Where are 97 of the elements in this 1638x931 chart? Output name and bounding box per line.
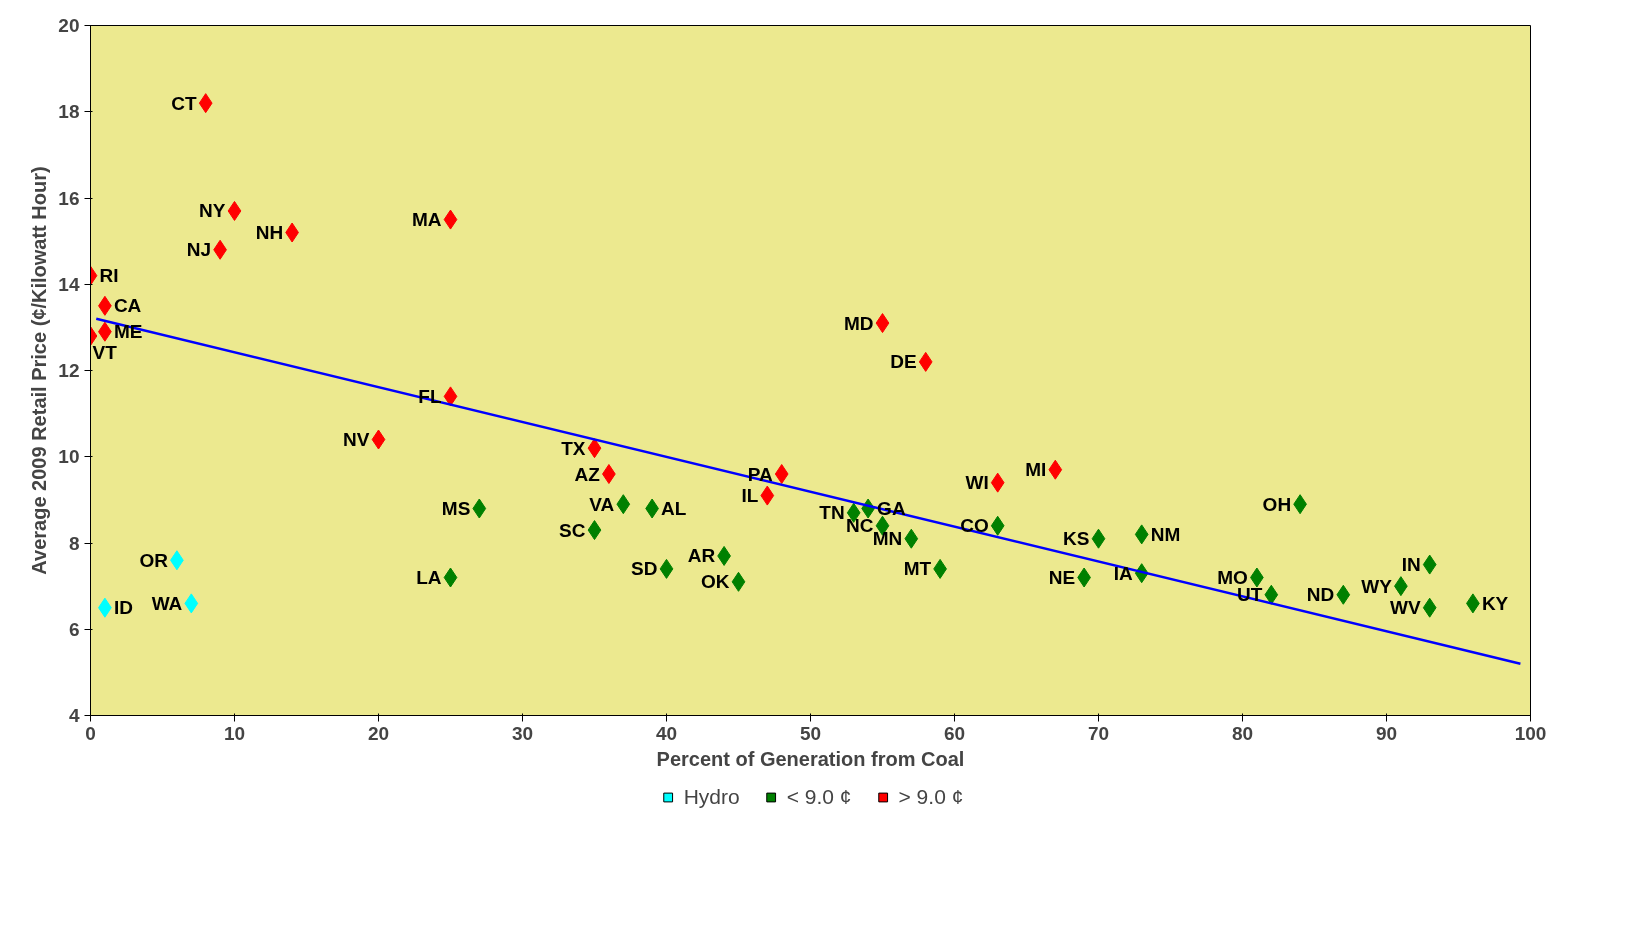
annotation: WI [965,472,989,494]
annotation: RI [99,265,119,287]
point [760,485,775,506]
annotation: VA [589,493,615,515]
y-tick-label: 10 [58,446,80,468]
point [1422,554,1437,575]
annotation: MA [411,209,442,231]
y-tick-label: 8 [68,532,80,554]
annotation: CA [113,295,142,317]
annotation: IL [741,485,759,507]
x-axis-title: Percent of Generation from Coal [656,747,965,770]
point [587,438,602,459]
annotation: VT [92,341,118,363]
point [1134,524,1149,545]
annotation: AR [687,545,716,567]
y-tick-label: 18 [58,101,80,123]
annotation: CO [960,515,989,537]
point [184,593,199,614]
point [918,351,933,372]
x-tick-label: 50 [799,722,822,744]
y-tick-label: 4 [68,705,80,726]
y-tick-label: 14 [58,273,80,295]
annotation: WA [151,592,183,614]
annotation: MI [1025,459,1047,481]
annotation: NM [1150,523,1181,545]
annotation: DE [890,351,917,373]
annotation: OK [701,571,730,593]
legend-label: < 9.0 ¢ [786,785,852,809]
annotation: MD [843,312,874,334]
x-tick-label: 70 [1087,722,1110,744]
x-tick-label: 0 [85,722,96,744]
annotation: KS [1063,528,1090,550]
annotation: ND [1306,584,1335,606]
point [1091,528,1106,549]
annotation: AZ [574,463,601,485]
annotation: MS [441,498,471,519]
x-tick-label: 10 [223,722,246,744]
annotation: NV [343,429,370,450]
point [990,515,1005,536]
x-tick-label: 40 [655,722,678,744]
annotation: WY [1361,575,1393,597]
point [1422,597,1437,618]
annotation: MO [1217,567,1248,588]
point [371,429,386,450]
annotation: MN [872,528,903,550]
point [443,209,458,230]
point [472,498,487,519]
point [990,472,1005,493]
y-tick-label: 12 [58,360,80,381]
point [731,571,746,592]
annotation: WV [1390,597,1422,619]
annotation: OH [1262,493,1292,515]
annotation: IN [1401,554,1421,576]
point [1336,584,1351,605]
annotation: AL [661,498,687,519]
point [616,494,631,515]
y-tick-label: 16 [58,187,80,209]
point [198,93,213,114]
annotation: KY [1481,592,1509,614]
point [227,200,242,221]
x-tick-label: 80 [1231,722,1254,744]
annotation: SD [631,558,658,580]
legend-label: Hydro [683,785,740,809]
annotation: NH [255,222,284,243]
annotation: SC [559,519,586,541]
x-tick-label: 20 [367,722,390,744]
annotation: TN [819,502,845,524]
point [587,520,602,541]
point [1264,584,1279,605]
y-axis-title: Average 2009 Retail Price (¢/Kilowatt Hour) [28,166,51,575]
x-tick-label: 60 [943,722,966,744]
point [443,386,458,407]
annotation: CT [171,92,198,114]
annotation: ID [113,597,133,619]
y-tick-label: 20 [58,15,80,36]
point [443,567,458,588]
annotation: TX [561,437,586,459]
annotation: MT [903,558,932,580]
annotation: IA [1113,562,1133,584]
point [774,464,789,484]
annotation: OR [139,549,169,571]
point [904,528,919,549]
x-tick-label: 30 [511,722,534,744]
x-tick-label: 90 [1375,722,1398,744]
point [875,313,890,334]
annotation: NC [846,515,874,537]
point [602,464,616,484]
annotation: ME [113,321,143,343]
x-tick-label: 100 [1514,722,1547,744]
annotation: LA [416,567,442,588]
point [1048,459,1063,480]
legend-label: > 9.0 ¢ [898,785,964,809]
point [659,558,674,579]
annotation: NJ [186,239,212,261]
y-tick-label: 6 [68,618,80,640]
annotation: NY [199,200,226,222]
annotation: NE [1048,567,1076,588]
